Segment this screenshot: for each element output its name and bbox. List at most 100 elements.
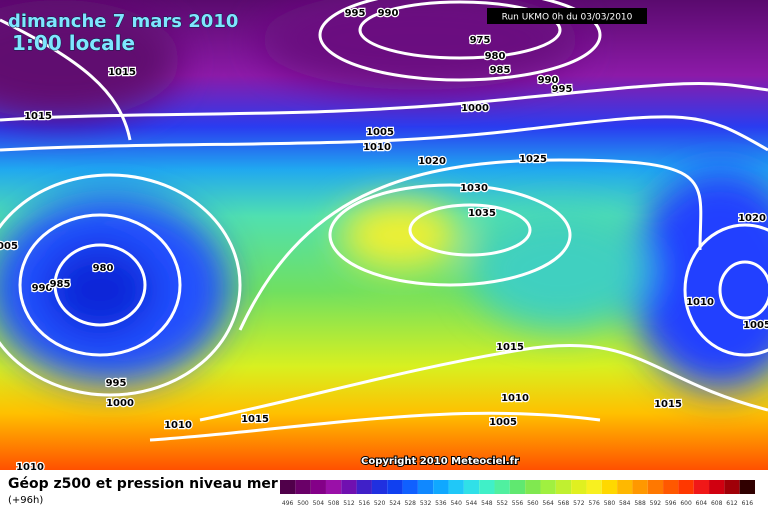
legend-title: Géop z500 et pression niveau mer: [8, 476, 278, 492]
scale-label: 568: [558, 500, 570, 507]
isobar-label: 1005: [743, 320, 768, 331]
scale-swatch: [571, 480, 587, 494]
scale-label: 612: [726, 500, 738, 507]
scale-label: 536: [435, 500, 447, 507]
run-box: [487, 8, 647, 24]
isobar-label: 995: [106, 378, 127, 389]
scale-swatch: [555, 480, 572, 494]
scale-swatch: [341, 480, 357, 494]
scale-swatch: [586, 480, 602, 494]
scale-swatch: [280, 480, 296, 494]
scale-swatch: [356, 480, 372, 494]
scale-swatch: [647, 480, 664, 494]
scale-label: 500: [297, 500, 309, 507]
scale-label: 548: [481, 500, 493, 507]
scale-swatch: [463, 480, 480, 494]
isobar-label: 980: [93, 263, 114, 274]
scale-swatch: [632, 480, 648, 494]
scale-swatch: [325, 480, 342, 494]
isobar-label: 1010: [501, 393, 529, 404]
isobar-label: 1010: [686, 297, 714, 308]
scale-label: 572: [573, 500, 585, 507]
scale-label: 576: [588, 500, 600, 507]
scale-swatch: [310, 480, 326, 494]
map-background: [0, 0, 768, 470]
scale-label: 504: [313, 500, 325, 507]
scale-swatch: [540, 480, 556, 494]
scale-label: 556: [512, 500, 524, 507]
scale-swatch: [295, 480, 311, 494]
isobar-label: 1010: [363, 142, 391, 153]
isobar-label: 1005: [0, 241, 18, 252]
scale-label: 600: [680, 500, 692, 507]
scale-swatch: [509, 480, 526, 494]
time-title: 1:00 locale: [12, 31, 135, 55]
scale-swatch: [494, 480, 510, 494]
scale-swatch: [617, 480, 633, 494]
isobars: [0, 0, 768, 440]
scale-swatch: [387, 480, 403, 494]
scale-swatch: [525, 480, 541, 494]
scale-swatch: [724, 480, 740, 494]
legend-subtitle: (+96h): [8, 495, 43, 506]
scale-label: 584: [619, 500, 631, 507]
scale-label: 528: [405, 500, 417, 507]
isobar-label: 980: [485, 51, 506, 62]
scale-label: 544: [466, 500, 478, 507]
isobar-label: 990: [538, 75, 559, 86]
copyright: Copyright 2010 Meteociel.fr: [361, 456, 519, 467]
scale-swatch: [709, 480, 725, 494]
scale-swatch: [663, 480, 679, 494]
isobar-label: 990: [378, 8, 399, 19]
isobar-label: 1015: [241, 414, 269, 425]
isobar-label: 1020: [738, 213, 766, 224]
scale-label: 520: [374, 500, 386, 507]
scale-swatch: [448, 480, 464, 494]
scale-label: 560: [527, 500, 539, 507]
isobar-label: 1015: [24, 111, 52, 122]
isobar-label: 1010: [164, 420, 192, 431]
scale-label: 524: [389, 500, 401, 507]
scale-swatch: [371, 480, 388, 494]
isobar-label: 985: [490, 65, 511, 76]
scale-swatch: [601, 480, 618, 494]
scale-label: 516: [359, 500, 371, 507]
isobar-label: 1025: [519, 154, 547, 165]
scale-swatch: [479, 480, 495, 494]
isobar-label: 1000: [461, 103, 489, 114]
scale-swatch: [678, 480, 694, 494]
isobar-label: 1015: [654, 399, 682, 410]
scale-label: 496: [282, 500, 294, 507]
isobar-label: 995: [552, 84, 573, 95]
scale-label: 552: [496, 500, 508, 507]
scale-swatch: [402, 480, 418, 494]
scale-swatch: [739, 480, 755, 494]
scale-label: 588: [634, 500, 646, 507]
scale-label: 580: [604, 500, 616, 507]
scale-label: 532: [420, 500, 432, 507]
scale-label: 592: [650, 500, 662, 507]
run-label: Run UKMO 0h du 03/03/2010: [502, 13, 633, 23]
scale-label: 508: [328, 500, 340, 507]
scale-swatch: [433, 480, 449, 494]
isobar-label: 1035: [468, 208, 496, 219]
isobar-label: 990: [32, 283, 53, 294]
scale-label: 540: [450, 500, 462, 507]
scale-label: 512: [343, 500, 355, 507]
scale-label: 564: [542, 500, 554, 507]
isobar-label: 995: [345, 8, 366, 19]
scale-label: 596: [665, 500, 677, 507]
date-title: dimanche 7 mars 2010: [8, 11, 238, 32]
isobar-label: 1005: [366, 127, 394, 138]
scale-swatch: [693, 480, 710, 494]
isobar-label: 975: [470, 35, 491, 46]
scale-label: 608: [711, 500, 723, 507]
isobar-label: 1020: [418, 156, 446, 167]
isobar-label: 1015: [496, 342, 524, 353]
isobar-label: 1005: [489, 417, 517, 428]
scale-label: 604: [696, 500, 708, 507]
isobar-label: 985: [50, 279, 71, 290]
isobar-label: 1015: [108, 67, 136, 78]
scale-label: 616: [742, 500, 754, 507]
